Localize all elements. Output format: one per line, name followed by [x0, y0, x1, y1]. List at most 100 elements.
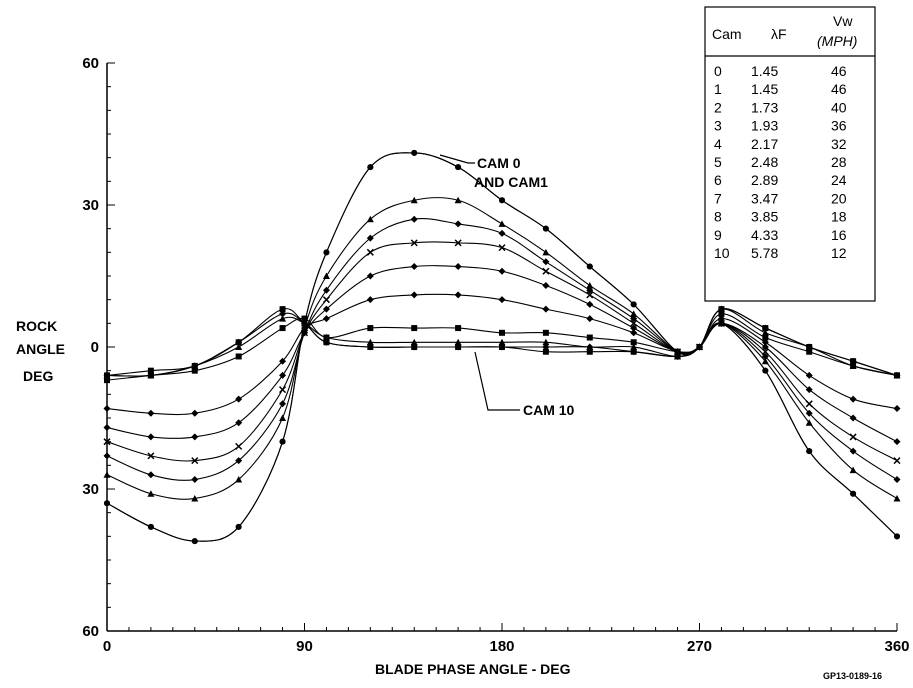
data-point — [542, 338, 550, 346]
series-cam-2 — [103, 196, 901, 502]
data-point — [586, 263, 593, 270]
data-point — [366, 296, 374, 304]
data-point — [411, 344, 418, 350]
annotation-cam10-line-1: CAM 10 — [523, 402, 575, 418]
series-cam-10 — [104, 306, 900, 379]
data-point — [498, 296, 506, 304]
data-point — [191, 362, 198, 369]
annotation-cam0-line-1: CAM 0 — [477, 155, 521, 171]
table-cell: 2.89 — [751, 172, 778, 188]
data-point — [279, 400, 287, 408]
data-point — [410, 291, 418, 299]
data-point — [235, 395, 243, 403]
y-tick-label: 30 — [82, 197, 99, 214]
table-cell: 5.78 — [751, 245, 778, 261]
data-point — [630, 301, 637, 308]
table-cell: 3.85 — [751, 209, 778, 225]
data-point — [762, 325, 769, 332]
data-point — [279, 438, 286, 445]
data-point — [366, 215, 374, 223]
data-point — [849, 362, 857, 369]
data-point — [498, 267, 506, 275]
data-point — [191, 433, 199, 441]
data-point — [147, 367, 154, 374]
table-cell: 7 — [714, 190, 722, 206]
data-point — [454, 338, 462, 346]
annotation-cam0-line-2: AND CAM1 — [474, 174, 548, 190]
table-cell: 1.73 — [751, 99, 778, 115]
data-point — [542, 225, 549, 232]
y-tick-label: 30 — [82, 481, 99, 498]
x-tick-label: 270 — [687, 638, 712, 655]
data-point — [894, 372, 900, 379]
table-cell: 32 — [831, 136, 847, 152]
data-point — [147, 433, 155, 441]
data-point — [849, 433, 857, 441]
y-axis-title-line-3: DEG — [23, 368, 53, 384]
data-point — [410, 263, 418, 271]
data-point — [454, 220, 462, 228]
data-point — [849, 395, 857, 403]
data-point — [367, 325, 374, 332]
data-point — [630, 324, 638, 332]
y-tick-label: 60 — [82, 55, 99, 72]
data-point — [542, 305, 550, 313]
table-row: 10 5.78 12 — [714, 245, 847, 261]
data-point — [191, 409, 199, 417]
data-point — [761, 357, 769, 365]
table-row: 9 4.33 16 — [714, 227, 847, 243]
data-point — [849, 447, 857, 455]
data-point — [542, 258, 550, 266]
data-point — [761, 343, 769, 351]
data-point — [147, 523, 154, 530]
data-point — [235, 419, 243, 427]
data-point — [104, 377, 110, 384]
data-point — [674, 348, 681, 355]
data-point — [718, 310, 725, 317]
table-cell: 1 — [714, 81, 722, 97]
data-point — [499, 197, 505, 204]
data-point — [103, 471, 111, 478]
table-row: 1 1.45 46 — [714, 81, 847, 97]
data-point — [498, 229, 506, 237]
data-point — [279, 325, 286, 332]
x-tick-label: 90 — [296, 638, 313, 655]
series-line — [106, 293, 898, 416]
legend-table-frame — [704, 6, 876, 302]
data-point — [498, 220, 506, 227]
table-cell: 18 — [831, 209, 847, 225]
data-point — [191, 538, 198, 545]
data-point — [410, 196, 418, 204]
data-point — [630, 319, 638, 327]
data-point — [323, 339, 330, 346]
data-point — [542, 248, 550, 256]
data-point — [322, 286, 330, 294]
data-point — [806, 348, 813, 355]
table-cell: 9 — [714, 227, 722, 243]
y-tick-label: 60 — [82, 623, 99, 640]
data-point — [893, 438, 901, 446]
annotation-cam0: CAM 0 AND CAM1 — [439, 154, 548, 190]
data-point — [322, 315, 330, 323]
data-point — [323, 249, 330, 256]
y-axis-title-line-2: ANGLE — [16, 341, 65, 357]
data-point — [893, 476, 901, 484]
data-point — [850, 490, 857, 497]
series-cam-6 — [103, 291, 901, 417]
data-point — [805, 371, 813, 379]
data-point — [191, 476, 199, 484]
data-point — [454, 239, 462, 247]
data-point — [454, 196, 462, 204]
series-line — [106, 152, 898, 542]
data-point — [366, 272, 374, 280]
table-cell: 4.33 — [751, 227, 778, 243]
figure-id: GP13-0189-16 — [823, 671, 882, 681]
data-point — [718, 306, 725, 313]
table-cell: 6 — [714, 172, 722, 188]
table-cell: 5 — [714, 154, 722, 170]
data-point — [147, 471, 155, 479]
data-point — [717, 319, 725, 327]
table-row: 2 1.73 40 — [714, 99, 847, 115]
series-cam-8 — [103, 305, 901, 379]
legend-table: Cam λF Vw (MPH) 0 1.45 461 1.45 462 1.73 403 1.… — [704, 6, 876, 302]
